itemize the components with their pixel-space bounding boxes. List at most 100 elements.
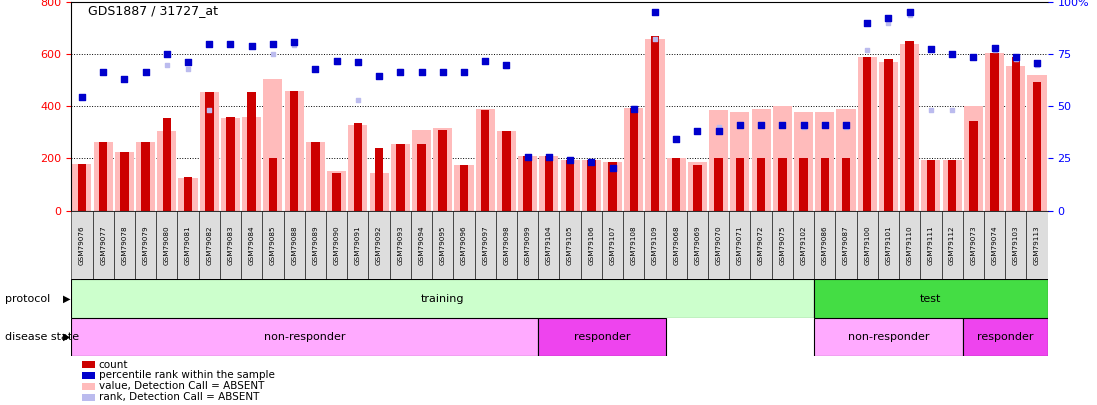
Bar bbox=[1027, 211, 1048, 279]
Point bbox=[880, 15, 897, 21]
Point bbox=[901, 9, 918, 16]
Point bbox=[137, 69, 155, 76]
Point bbox=[923, 46, 940, 52]
Text: GSM79074: GSM79074 bbox=[992, 225, 997, 265]
Text: GSM79104: GSM79104 bbox=[546, 225, 552, 265]
Bar bbox=[559, 211, 580, 279]
Text: value, Detection Call = ABSENT: value, Detection Call = ABSENT bbox=[99, 382, 264, 391]
Bar bbox=[439, 130, 446, 211]
Point bbox=[371, 73, 388, 79]
Bar bbox=[226, 117, 235, 211]
Bar bbox=[142, 141, 150, 211]
Bar bbox=[454, 165, 474, 211]
Point bbox=[328, 58, 346, 64]
Text: protocol: protocol bbox=[5, 294, 50, 304]
Bar bbox=[502, 131, 510, 211]
Text: GSM79083: GSM79083 bbox=[227, 225, 234, 265]
Bar bbox=[709, 110, 728, 211]
Bar bbox=[460, 165, 468, 211]
Bar bbox=[651, 36, 659, 211]
Bar bbox=[480, 110, 489, 211]
Bar bbox=[941, 211, 963, 279]
Bar bbox=[71, 318, 539, 356]
Point bbox=[94, 69, 112, 76]
Text: GSM79099: GSM79099 bbox=[524, 225, 531, 265]
Text: GSM79107: GSM79107 bbox=[610, 225, 615, 265]
Bar bbox=[353, 123, 362, 211]
Text: GSM79092: GSM79092 bbox=[376, 225, 382, 265]
Text: training: training bbox=[421, 294, 464, 304]
Point bbox=[901, 12, 918, 18]
Point bbox=[859, 47, 877, 53]
Bar bbox=[241, 211, 262, 279]
Bar bbox=[714, 158, 723, 211]
Text: GSM79093: GSM79093 bbox=[397, 225, 404, 265]
Bar bbox=[518, 156, 538, 211]
Text: GSM79105: GSM79105 bbox=[567, 225, 573, 265]
Bar bbox=[179, 178, 197, 211]
Text: GSM79081: GSM79081 bbox=[185, 225, 191, 265]
Bar bbox=[857, 211, 878, 279]
Bar bbox=[432, 211, 453, 279]
Text: GSM79100: GSM79100 bbox=[864, 225, 870, 265]
Bar bbox=[751, 109, 771, 211]
Point bbox=[179, 65, 196, 72]
Text: GSM79088: GSM79088 bbox=[291, 225, 297, 265]
Bar bbox=[539, 318, 666, 356]
Bar bbox=[184, 177, 192, 211]
Point bbox=[731, 122, 748, 128]
Point bbox=[349, 59, 366, 65]
Point bbox=[115, 76, 133, 82]
Bar bbox=[290, 91, 298, 211]
Text: GSM79095: GSM79095 bbox=[440, 225, 445, 265]
Text: GSM79102: GSM79102 bbox=[801, 225, 806, 265]
Bar bbox=[411, 211, 432, 279]
Point bbox=[986, 45, 1004, 51]
Point bbox=[667, 134, 685, 141]
Point bbox=[434, 69, 452, 76]
Bar bbox=[580, 211, 602, 279]
Point bbox=[646, 35, 664, 42]
Text: test: test bbox=[920, 294, 941, 304]
Point bbox=[710, 124, 727, 130]
Bar bbox=[348, 211, 369, 279]
Bar bbox=[920, 211, 941, 279]
Point bbox=[455, 69, 473, 76]
Bar bbox=[523, 156, 532, 211]
Point bbox=[625, 104, 643, 111]
Bar bbox=[157, 131, 177, 211]
Bar bbox=[312, 141, 319, 211]
Bar bbox=[964, 107, 983, 211]
Text: GSM79078: GSM79078 bbox=[122, 225, 127, 265]
Point bbox=[158, 51, 176, 58]
Bar bbox=[92, 211, 114, 279]
Text: ▶: ▶ bbox=[63, 294, 70, 304]
Point bbox=[306, 65, 324, 72]
Bar bbox=[602, 211, 623, 279]
Point bbox=[412, 69, 430, 76]
Point bbox=[201, 107, 218, 113]
Bar bbox=[772, 107, 792, 211]
Text: count: count bbox=[99, 360, 128, 369]
Bar bbox=[879, 62, 898, 211]
Bar bbox=[370, 173, 388, 211]
Point bbox=[498, 61, 516, 68]
Point bbox=[222, 40, 239, 47]
Bar bbox=[71, 279, 814, 318]
Bar bbox=[396, 144, 405, 211]
Point bbox=[773, 122, 791, 128]
Bar bbox=[905, 41, 914, 211]
Bar bbox=[561, 160, 579, 211]
Bar bbox=[262, 211, 283, 279]
Point bbox=[646, 9, 664, 16]
Point bbox=[412, 69, 430, 76]
Bar bbox=[878, 211, 900, 279]
Bar bbox=[836, 109, 856, 211]
Bar bbox=[269, 158, 278, 211]
Bar bbox=[884, 60, 893, 211]
Bar bbox=[948, 160, 957, 211]
Bar bbox=[1006, 66, 1026, 211]
Bar bbox=[283, 211, 305, 279]
Text: GSM79068: GSM79068 bbox=[674, 225, 679, 265]
Point bbox=[837, 124, 855, 130]
